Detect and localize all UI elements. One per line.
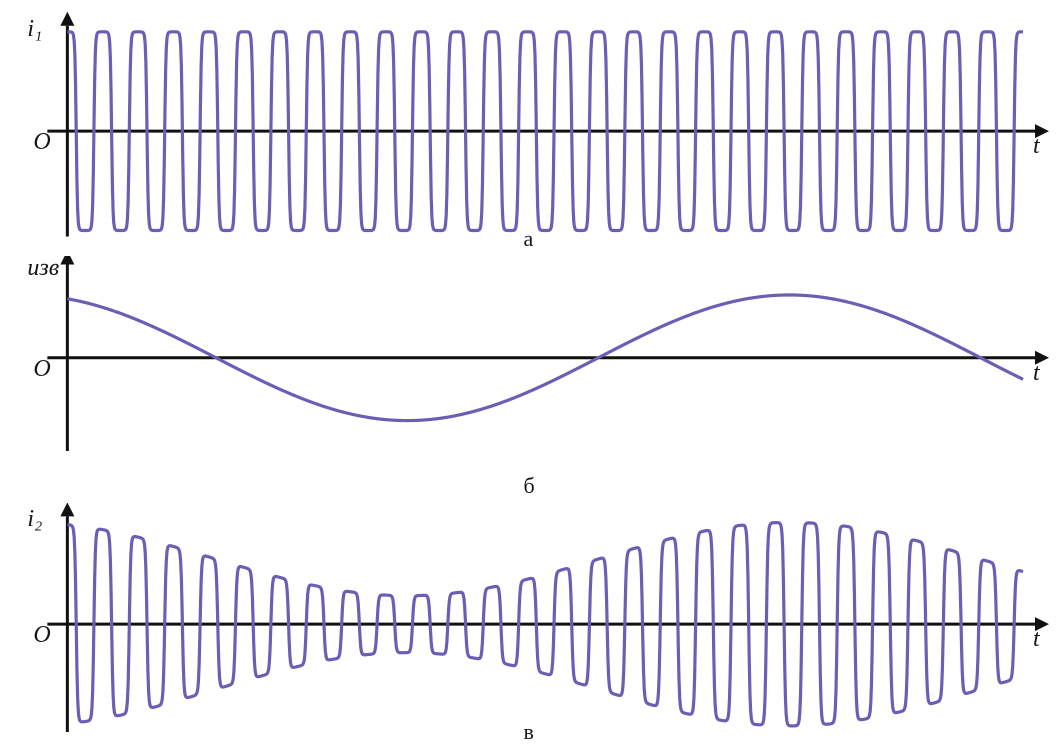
panel-c-sublabel: в <box>524 719 534 745</box>
panel-a-x-label: t <box>1033 133 1040 160</box>
panel-a: i₁ O t а <box>10 10 1053 252</box>
panel-b-x-label: t <box>1033 360 1040 387</box>
panel-c-origin-label: O <box>33 622 50 649</box>
panel-c-y-label: i₂ <box>27 506 42 533</box>
panel-a-sublabel: а <box>524 226 534 252</box>
panel-b-origin-label: O <box>33 356 50 383</box>
panel-a-origin-label: O <box>33 129 50 156</box>
panel-c-svg <box>10 503 1053 745</box>
panel-a-y-label: i₁ <box>27 16 42 43</box>
figure-root: i₁ O t а uзв O t б i₂ O t в <box>0 0 1063 750</box>
panel-b: uзв O t б <box>10 256 1053 498</box>
panel-c-x-label: t <box>1033 626 1040 653</box>
panel-a-svg <box>10 10 1053 252</box>
panel-b-svg <box>10 256 1053 498</box>
panel-c: i₂ O t в <box>10 503 1053 745</box>
panel-b-y-label: uзв <box>27 255 59 282</box>
panel-b-sublabel: б <box>524 473 535 499</box>
